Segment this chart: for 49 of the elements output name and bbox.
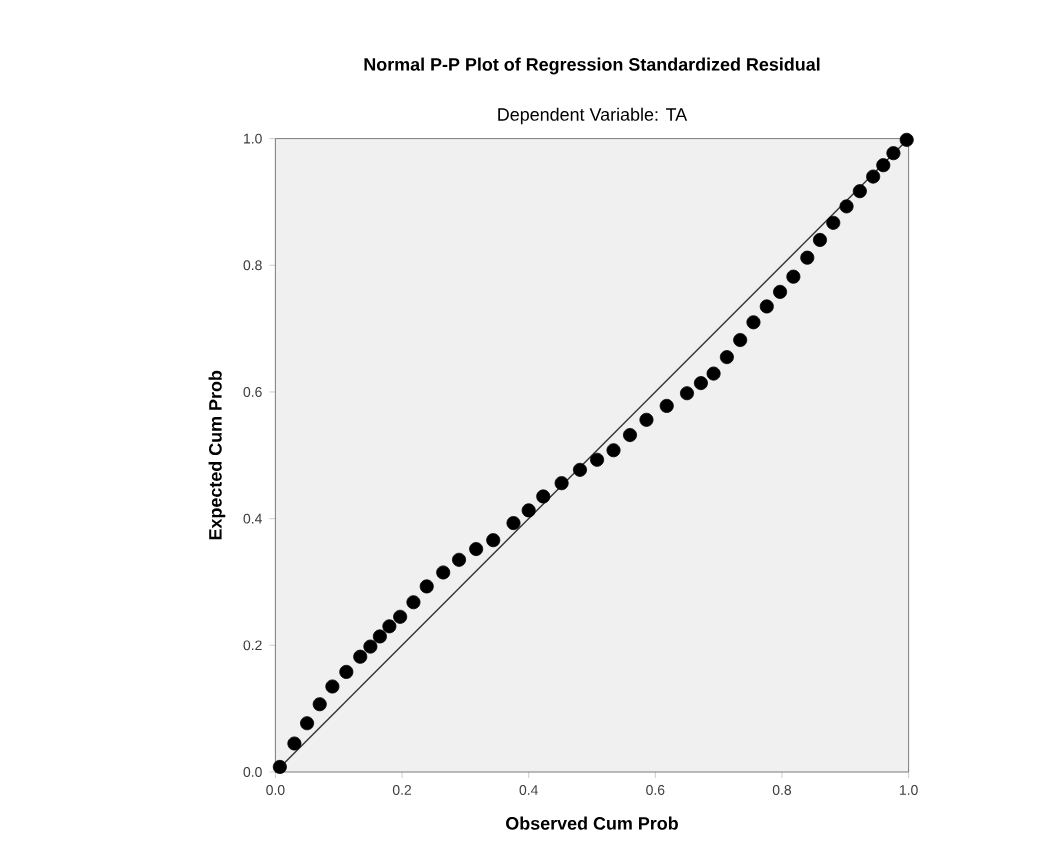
point: [773, 284, 788, 299]
y-axis-title: Expected Cum Prob: [208, 370, 226, 540]
point: [572, 462, 587, 477]
point: [353, 649, 368, 664]
point: [312, 697, 327, 712]
point: [679, 386, 694, 401]
point: [406, 595, 421, 610]
point: [506, 516, 521, 531]
point: [325, 679, 340, 694]
point: [852, 184, 867, 199]
point: [623, 428, 637, 443]
point: [826, 215, 841, 230]
point: [886, 146, 901, 161]
point: [469, 542, 484, 557]
point: [759, 299, 774, 314]
point: [746, 315, 761, 330]
point: [272, 759, 287, 774]
point: [393, 609, 408, 624]
point: [554, 476, 569, 491]
point: [300, 716, 315, 731]
point: [812, 232, 827, 247]
point: [639, 412, 654, 427]
point: [521, 503, 536, 518]
point: [363, 639, 378, 654]
point: [339, 664, 354, 679]
point: [606, 443, 621, 458]
point: [436, 565, 451, 580]
point: [899, 132, 914, 147]
chart-subtitle: Dependent Variable: TA: [498, 107, 688, 125]
point: [287, 736, 302, 751]
point: [839, 199, 854, 214]
point: [733, 333, 748, 348]
point: [590, 452, 605, 467]
point: [419, 579, 434, 594]
point: [693, 376, 708, 391]
point: [876, 158, 891, 173]
point: [536, 489, 551, 504]
point: [382, 619, 397, 634]
point: [800, 250, 815, 265]
point: [452, 552, 467, 567]
x-axis-title: Observed Cum Prob: [506, 816, 678, 830]
point: [866, 169, 881, 184]
point: [706, 366, 721, 381]
chart-title: Normal P-P Plot of Regression Standardized Residual: [364, 57, 820, 75]
point: [719, 350, 734, 365]
point: [372, 629, 387, 644]
point: [486, 533, 501, 548]
point: [786, 269, 801, 284]
point: [659, 398, 674, 413]
